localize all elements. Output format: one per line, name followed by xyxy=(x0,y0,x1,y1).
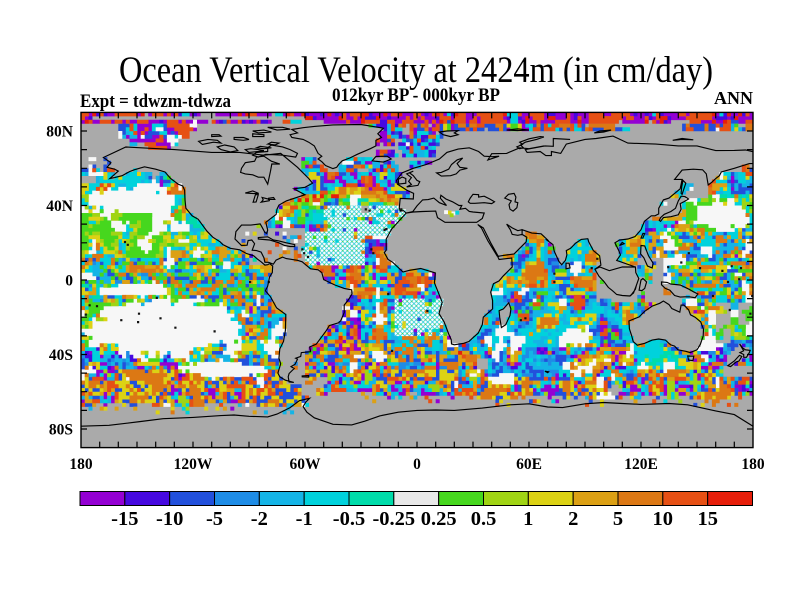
svg-text:Ocean Vertical Velocity at 242: Ocean Vertical Velocity at 2424m (in cm/… xyxy=(119,50,713,91)
svg-text:ANN: ANN xyxy=(714,88,753,108)
svg-text:5: 5 xyxy=(613,508,623,530)
svg-text:180: 180 xyxy=(69,456,93,473)
svg-text:-10: -10 xyxy=(156,508,183,530)
svg-text:0.25: 0.25 xyxy=(421,508,457,530)
svg-text:40N: 40N xyxy=(46,198,73,215)
svg-text:10: 10 xyxy=(653,508,674,530)
svg-text:0: 0 xyxy=(65,273,73,290)
svg-text:-5: -5 xyxy=(206,508,223,530)
svg-text:012kyr BP - 000kyr BP: 012kyr BP - 000kyr BP xyxy=(332,86,500,106)
svg-text:0.5: 0.5 xyxy=(471,508,497,530)
svg-text:2: 2 xyxy=(568,508,578,530)
svg-text:-1: -1 xyxy=(296,508,313,530)
svg-text:80N: 80N xyxy=(46,124,73,141)
svg-text:-0.25: -0.25 xyxy=(372,508,415,530)
svg-text:60E: 60E xyxy=(516,456,542,473)
svg-text:40S: 40S xyxy=(49,347,73,364)
svg-text:120E: 120E xyxy=(624,456,658,473)
svg-text:15: 15 xyxy=(697,508,718,530)
svg-text:60W: 60W xyxy=(290,456,322,473)
svg-text:1: 1 xyxy=(523,508,533,530)
svg-text:120W: 120W xyxy=(174,456,213,473)
svg-text:Expt = tdwzm-tdwza: Expt = tdwzm-tdwza xyxy=(80,91,231,112)
svg-text:-0.5: -0.5 xyxy=(333,508,365,530)
svg-text:-2: -2 xyxy=(251,508,268,530)
svg-text:80S: 80S xyxy=(49,422,73,439)
svg-text:0: 0 xyxy=(413,456,421,473)
svg-text:-15: -15 xyxy=(111,508,138,530)
svg-text:180: 180 xyxy=(741,456,765,473)
